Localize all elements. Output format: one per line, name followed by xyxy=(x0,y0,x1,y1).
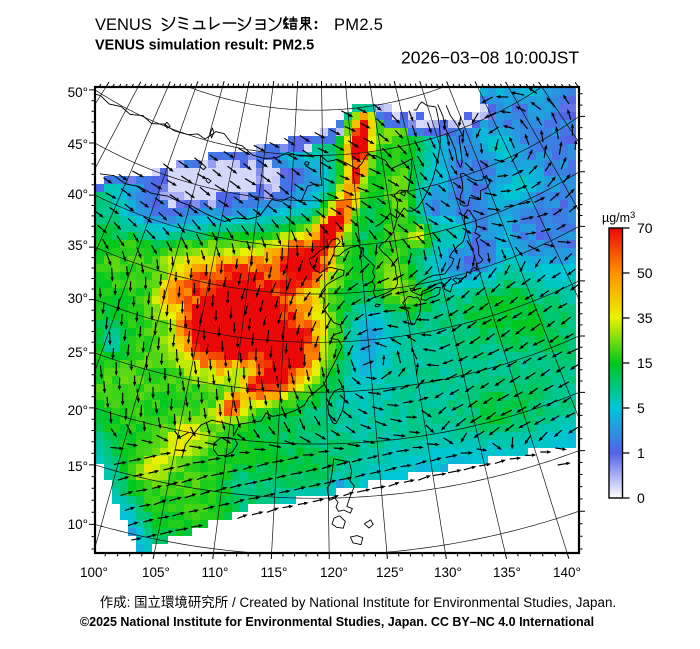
svg-text:©2025 National Institute for E: ©2025 National Institute for Environment… xyxy=(80,615,594,629)
svg-text:20°: 20° xyxy=(68,403,88,418)
svg-text:105°: 105° xyxy=(142,565,170,580)
svg-text:0: 0 xyxy=(637,490,645,506)
svg-text:125°: 125° xyxy=(376,565,404,580)
svg-text:120°: 120° xyxy=(320,565,348,580)
svg-text:5: 5 xyxy=(637,400,645,416)
svg-text:40°: 40° xyxy=(68,187,88,202)
svg-text:作成: 国立環境研究所 / Created by Natio: 作成: 国立環境研究所 / Created by National Instit… xyxy=(100,595,617,610)
svg-text:110°: 110° xyxy=(202,565,229,580)
svg-text:VENUS: VENUS xyxy=(95,16,152,34)
svg-text:µg/m3: µg/m3 xyxy=(602,210,635,225)
svg-text:45°: 45° xyxy=(68,137,88,152)
svg-text:PM2.5: PM2.5 xyxy=(334,16,383,34)
svg-text:VENUS simulation result: PM2.5: VENUS simulation result: PM2.5 xyxy=(95,38,314,54)
svg-text:140°: 140° xyxy=(553,565,581,580)
svg-text:1: 1 xyxy=(637,445,645,461)
svg-text:70: 70 xyxy=(637,220,653,236)
svg-text:25°: 25° xyxy=(68,345,88,360)
svg-text:35: 35 xyxy=(637,310,653,326)
svg-text:100°: 100° xyxy=(80,565,108,580)
svg-text:35°: 35° xyxy=(68,238,88,253)
svg-text:30°: 30° xyxy=(68,291,88,306)
svg-text:10°: 10° xyxy=(68,517,88,532)
svg-text:115°: 115° xyxy=(261,565,288,580)
svg-text:2026−03−08 10:00JST: 2026−03−08 10:00JST xyxy=(401,48,579,68)
svg-text:50: 50 xyxy=(637,265,653,281)
svg-text:15: 15 xyxy=(637,355,653,371)
svg-text:135°: 135° xyxy=(493,565,521,580)
svg-text:130°: 130° xyxy=(434,565,462,580)
svg-text:50°: 50° xyxy=(68,85,88,100)
svg-text:15°: 15° xyxy=(68,459,88,474)
